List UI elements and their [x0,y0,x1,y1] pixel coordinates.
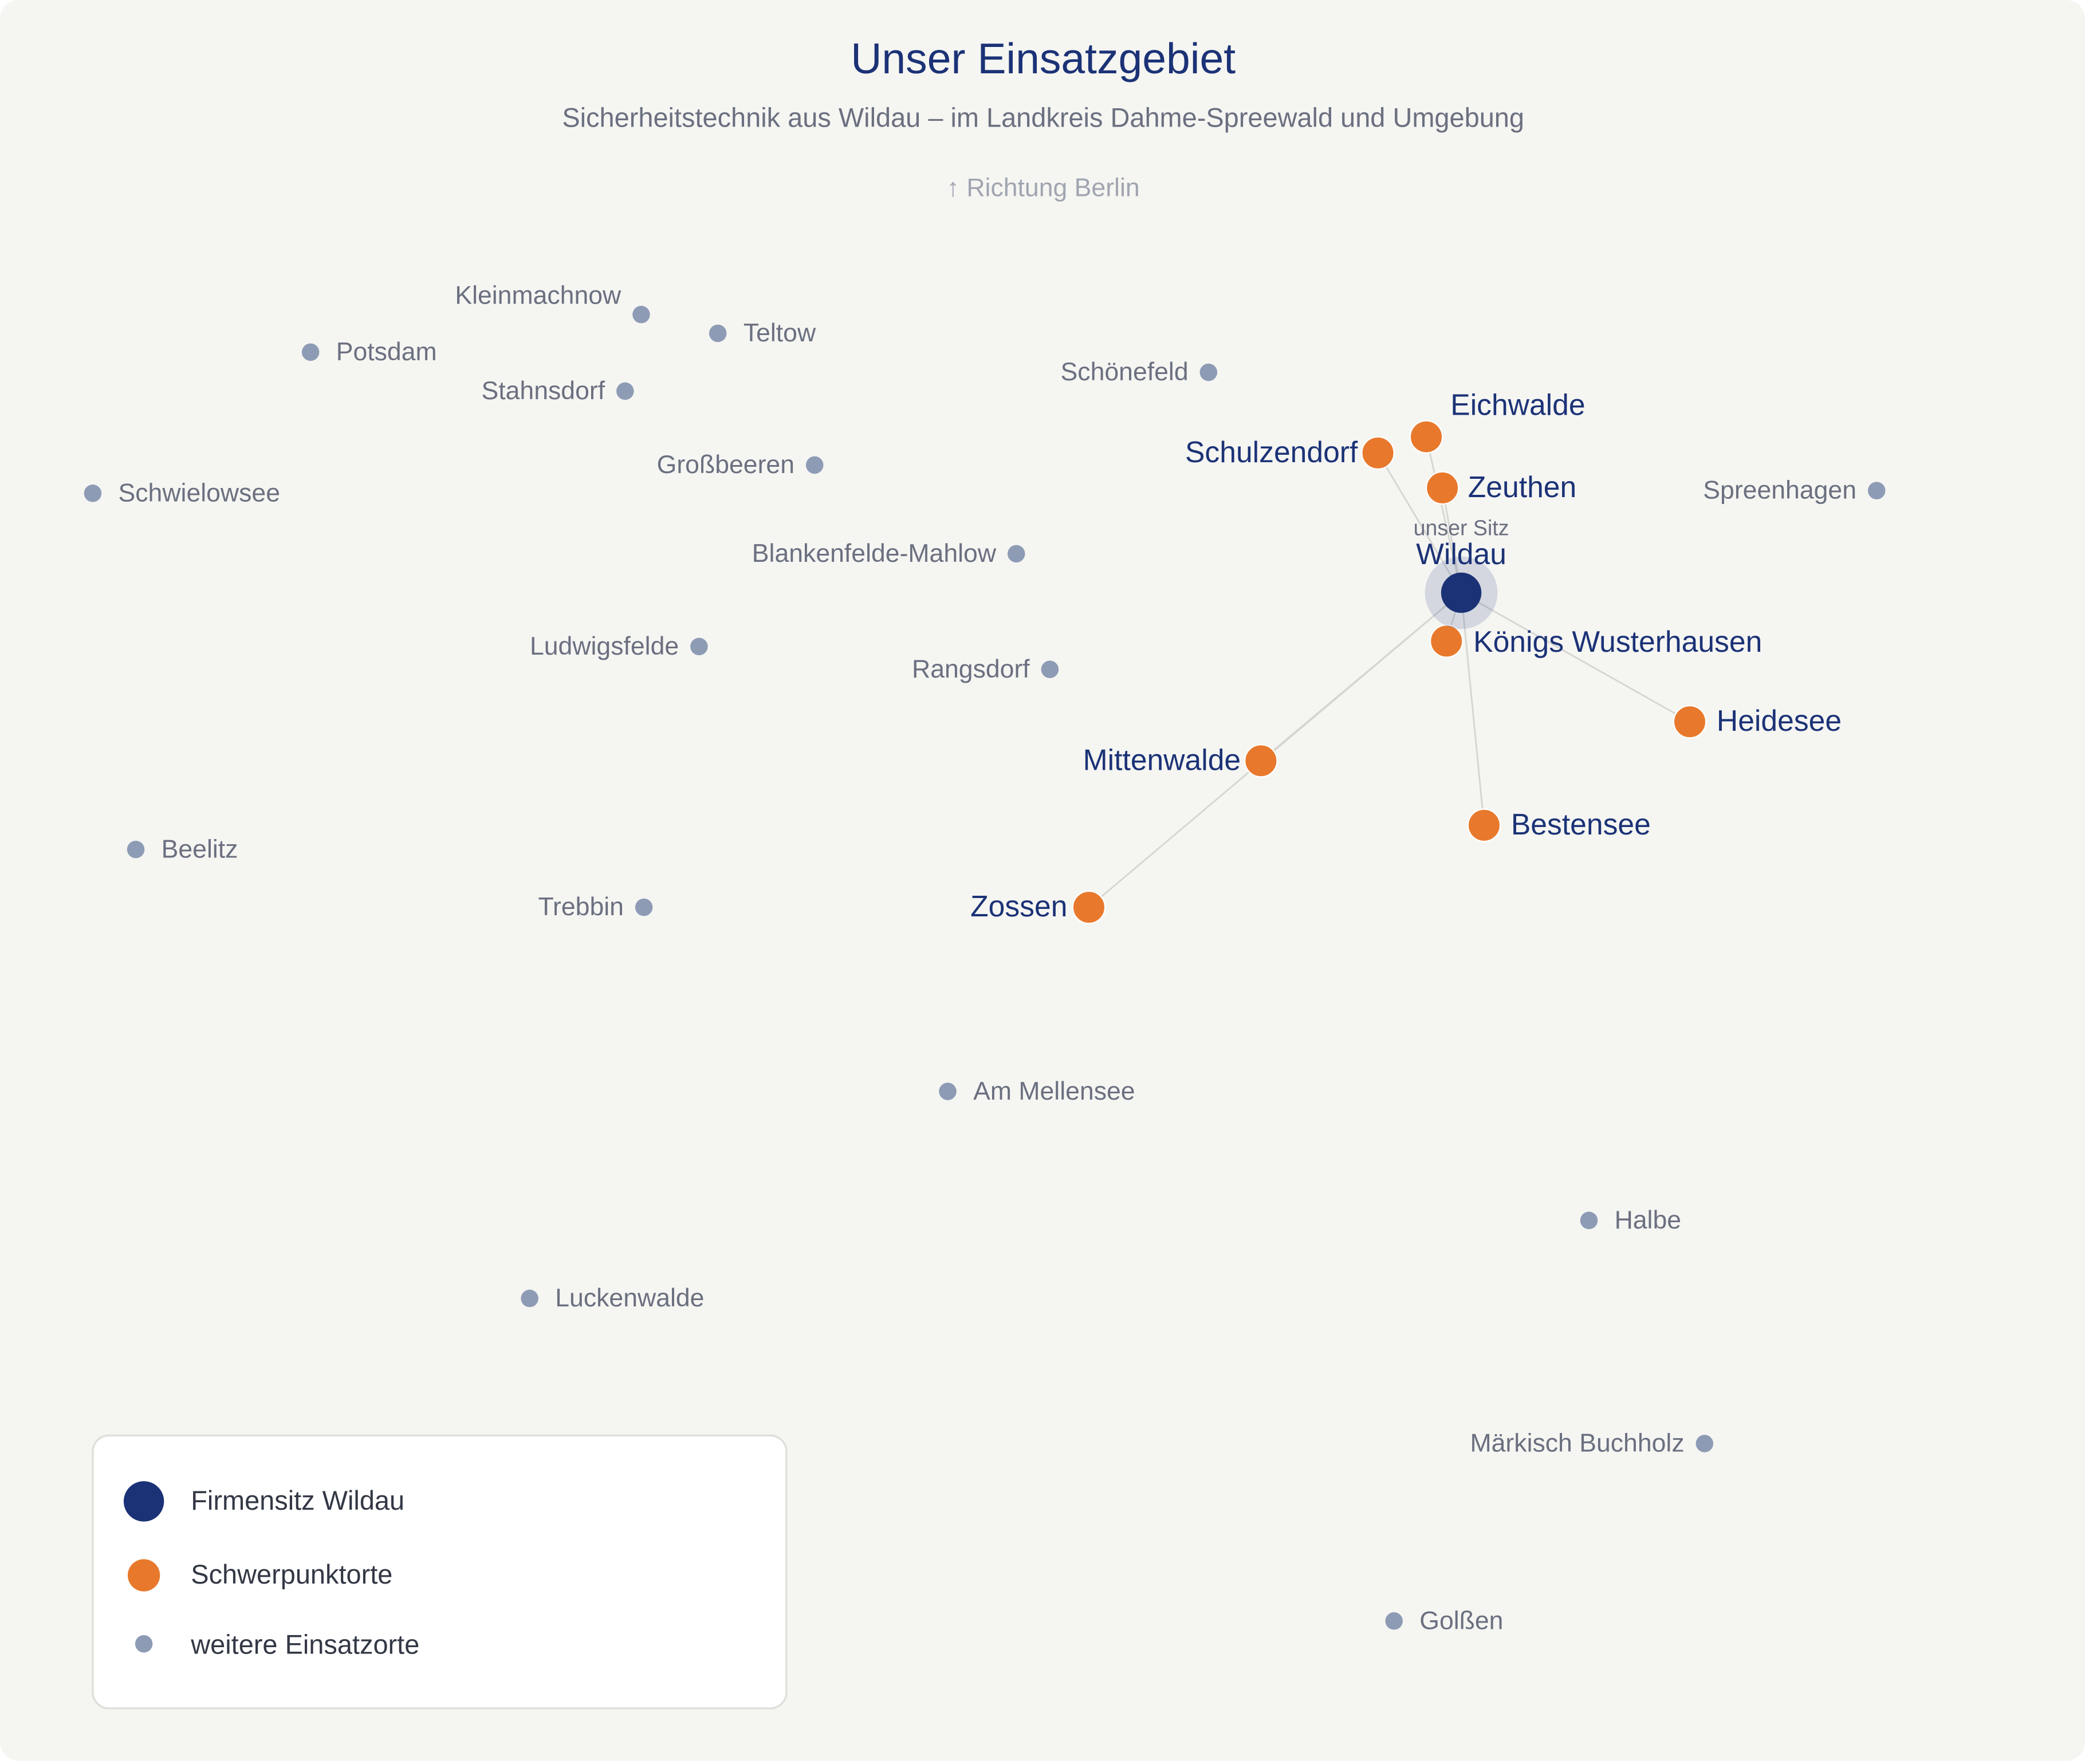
hq-dot [1441,572,1482,613]
connector-line [1425,436,1462,593]
place-label: Ludwigsfelde [530,632,679,660]
place-label: Am Mellensee [973,1077,1135,1105]
place-dot [690,637,708,656]
legend-swatch [127,1559,160,1592]
place-dot [1695,1435,1714,1452]
place-dot [301,343,320,361]
focus-label: Zossen [970,889,1067,923]
focus-label: Königs Wusterhausen [1473,625,1762,658]
place-label: Halbe [1615,1206,1681,1234]
place-dot [1007,545,1025,563]
place-dot [709,324,727,342]
focus-dot [1467,808,1501,842]
place-label: Luckenwalde [555,1284,704,1312]
focus-label: Zeuthen [1468,470,1576,503]
hq-name: Wildau [1416,537,1506,570]
place-label: Spreenhagen [1703,477,1856,505]
place-label: Großbeeren [657,451,794,479]
focus-dot [1409,420,1443,454]
title: Unser Einsatzgebiet [851,34,1236,82]
place-label: Golßen [1419,1606,1503,1635]
place-dot [1867,482,1886,499]
focus-label: Bestensee [1511,808,1651,841]
focus-dot [1072,890,1106,924]
legend-swatch [123,1481,164,1522]
subtitle: Sicherheitstechnik aus Wildau – im Landk… [562,103,1524,132]
place-dot [127,840,145,859]
place-dot [632,305,650,324]
connector-line [1088,592,1462,908]
place-dot [635,898,653,916]
connector-line [1461,592,1690,723]
focus-dot [1361,436,1395,470]
place-label: Stahnsdorf [481,377,605,405]
place-label: Märkisch Buchholz [1470,1430,1685,1458]
focus-dot [1429,624,1464,658]
place-label: Trebbin [538,893,624,921]
place-label: Schwielowsee [119,479,280,507]
place-label: Schönefeld [1061,358,1189,386]
place-label: Blankenfelde-Mahlow [752,540,997,568]
place-dot [616,382,634,400]
place-dot [1580,1211,1598,1230]
legend-box [92,1434,788,1710]
legend-label: Firmensitz Wildau [191,1486,404,1515]
focus-label: Eichwalde [1450,388,1585,422]
connector-line [1460,592,1485,826]
connector-line [1377,452,1462,593]
legend-swatch [135,1635,153,1653]
focus-dot [1673,704,1707,739]
place-label: Kleinmachnow [455,281,621,309]
place-dot [1041,660,1059,678]
focus-label: Mittenwalde [1083,743,1241,776]
place-label: Beelitz [162,835,238,863]
place-label: Potsdam [336,338,437,366]
place-label: Rangsdorf [912,655,1030,683]
legend-label: weitere Einsatzorte [190,1629,419,1659]
direction-label: ↑ Richtung Berlin [947,174,1140,202]
legend: Firmensitz Wildau Schwerpunktorte weiter… [92,1434,788,1710]
place-dot [1385,1612,1403,1630]
focus-label: Schulzendorf [1185,435,1358,468]
place-dot [521,1289,538,1308]
place-dot [1199,363,1218,381]
place-dot [84,485,102,502]
place-dot [805,456,824,474]
focus-dot [1244,743,1278,778]
legend-label: Schwerpunktorte [191,1560,392,1589]
place-label: Teltow [743,319,816,347]
focus-label: Heidesee [1717,704,1842,737]
hq-tag: unser Sitz [1414,516,1509,540]
place-dot [939,1082,957,1100]
focus-dot [1425,471,1460,505]
